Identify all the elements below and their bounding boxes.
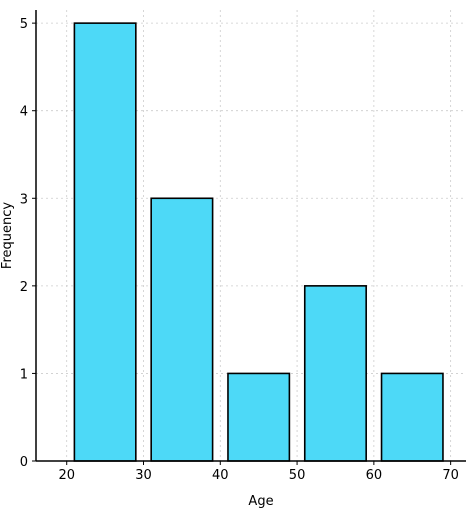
x-axis-label: Age: [248, 494, 273, 509]
bar-5: [380, 372, 444, 462]
y-axis-label: Frequency: [0, 202, 15, 269]
x-tick-label: 50: [289, 468, 306, 483]
bar-3: [227, 372, 291, 462]
x-tick-label: 40: [212, 468, 229, 483]
y-ticks: 0 1 2 3 4 5: [20, 17, 36, 470]
y-tick-label: 3: [20, 192, 28, 207]
bar-2: [150, 197, 214, 462]
y-tick-label: 1: [20, 367, 28, 382]
y-tick-label: 0: [20, 455, 28, 470]
bar-4: [303, 285, 367, 462]
bars-group: [73, 22, 444, 462]
y-tick-label: 5: [20, 17, 28, 32]
x-tick-label: 20: [58, 468, 75, 483]
x-tick-label: 30: [135, 468, 152, 483]
x-ticks: 20 30 40 50 60 70: [58, 461, 459, 483]
x-tick-label: 60: [366, 468, 383, 483]
y-tick-label: 2: [20, 280, 28, 295]
bar-1: [73, 22, 137, 462]
x-tick-label: 70: [442, 468, 459, 483]
y-tick-label: 4: [20, 105, 28, 120]
